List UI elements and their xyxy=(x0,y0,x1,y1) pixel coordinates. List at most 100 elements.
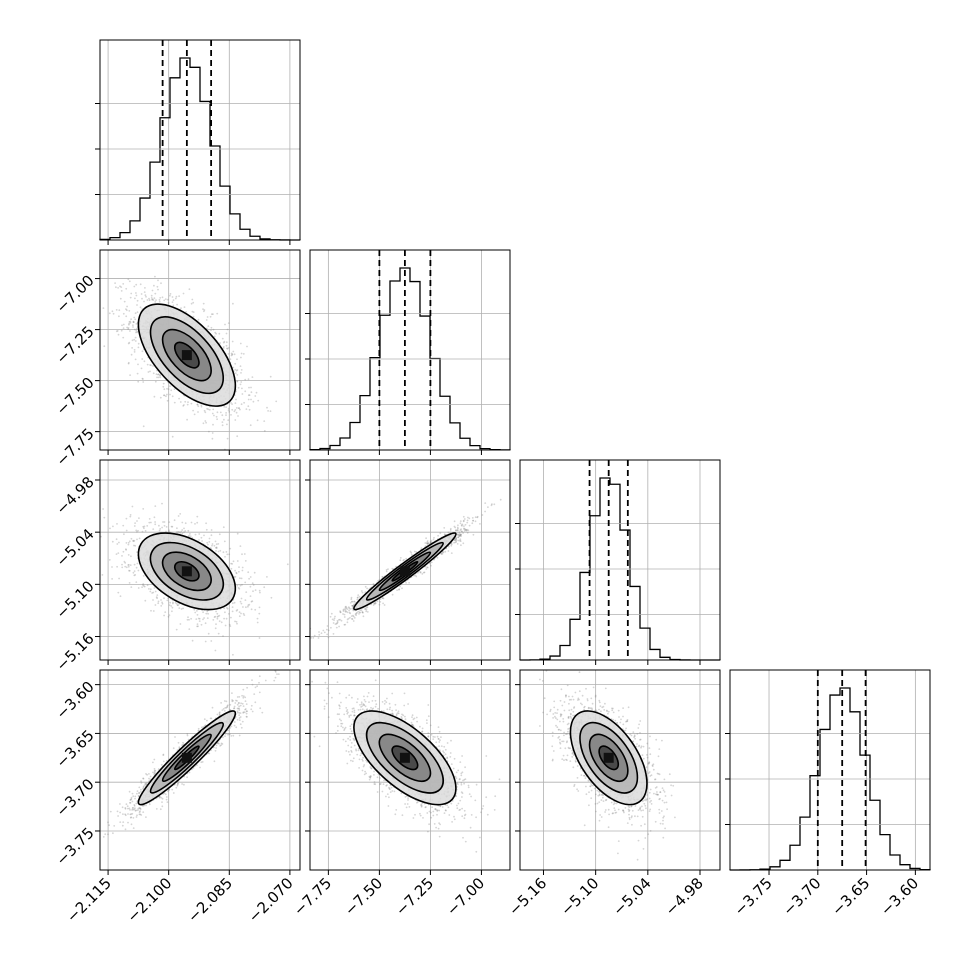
scatter-point xyxy=(135,312,137,314)
scatter-point xyxy=(234,621,236,623)
scatter-point xyxy=(235,402,237,404)
scatter-point xyxy=(140,306,142,308)
scatter-point xyxy=(247,405,249,407)
scatter-point xyxy=(241,369,243,371)
scatter-point xyxy=(143,527,145,529)
scatter-point xyxy=(122,337,124,339)
scatter-point xyxy=(245,591,247,593)
scatter-point xyxy=(365,611,367,613)
scatter-point xyxy=(198,618,200,620)
scatter-point xyxy=(126,542,128,544)
scatter-point xyxy=(174,519,176,521)
scatter-point xyxy=(222,635,224,637)
scatter-point xyxy=(136,328,138,330)
scatter-point xyxy=(238,588,240,590)
scatter-point xyxy=(232,351,234,353)
scatter-point xyxy=(241,598,243,600)
scatter-point xyxy=(427,543,429,545)
scatter-point xyxy=(136,304,138,306)
scatter-point xyxy=(126,518,128,520)
scatter-point xyxy=(190,618,192,620)
scatter-point xyxy=(123,533,125,535)
scatter-point xyxy=(252,590,254,592)
scatter-point xyxy=(226,554,228,556)
scatter-point xyxy=(236,623,238,625)
scatter-point xyxy=(135,337,137,339)
scatter-point xyxy=(230,414,232,416)
scatter-point xyxy=(142,350,144,352)
scatter-point xyxy=(143,585,145,587)
scatter-point xyxy=(287,563,289,565)
scatter-point xyxy=(248,578,250,580)
scatter-point xyxy=(178,607,180,609)
scatter-point xyxy=(155,381,157,383)
scatter-point xyxy=(136,539,138,541)
scatter-point xyxy=(154,293,156,295)
scatter-point xyxy=(213,415,215,417)
scatter-point xyxy=(196,610,198,612)
scatter-point xyxy=(117,552,119,554)
scatter-point xyxy=(216,547,218,549)
scatter-point xyxy=(359,612,361,614)
scatter-point xyxy=(217,411,219,413)
scatter-point xyxy=(118,309,120,311)
scatter-point xyxy=(138,570,140,572)
scatter-point xyxy=(253,401,255,403)
scatter-point xyxy=(192,311,194,313)
scatter-point xyxy=(131,347,133,349)
scatter-point xyxy=(149,518,151,520)
scatter-point xyxy=(367,611,369,613)
scatter-point xyxy=(154,396,156,398)
scatter-point xyxy=(103,517,105,519)
scatter-point xyxy=(263,586,265,588)
scatter-point xyxy=(180,531,182,533)
scatter-point xyxy=(228,613,230,615)
scatter-point xyxy=(203,617,205,619)
scatter-point xyxy=(184,306,186,308)
scatter-point xyxy=(138,343,140,345)
scatter-point xyxy=(180,401,182,403)
scatter-point xyxy=(235,372,237,374)
scatter-point xyxy=(241,603,243,605)
scatter-point xyxy=(128,363,130,365)
scatter-point xyxy=(243,402,245,404)
scatter-point xyxy=(120,286,122,288)
scatter-point xyxy=(223,406,225,408)
scatter-point xyxy=(225,414,227,416)
scatter-point xyxy=(154,521,156,523)
scatter-point xyxy=(172,301,174,303)
scatter-point xyxy=(134,525,136,527)
scatter-point xyxy=(212,438,214,440)
scatter-point xyxy=(213,329,215,331)
scatter-point xyxy=(447,532,449,534)
scatter-point xyxy=(137,364,139,366)
scatter-point xyxy=(242,570,244,572)
scatter-point xyxy=(240,585,242,587)
scatter-point xyxy=(154,276,156,278)
scatter-point xyxy=(248,378,250,380)
panel-2-1 xyxy=(298,460,510,665)
scatter-point xyxy=(354,601,356,603)
scatter-point xyxy=(131,354,133,356)
scatter-point xyxy=(475,516,477,518)
scatter-point xyxy=(392,594,394,596)
scatter-point xyxy=(242,606,244,608)
scatter-point xyxy=(150,522,152,524)
scatter-point xyxy=(130,322,132,324)
scatter-point xyxy=(357,594,359,596)
scatter-point xyxy=(270,376,272,378)
scatter-point xyxy=(351,605,353,607)
scatter-point xyxy=(232,602,234,604)
scatter-point xyxy=(180,307,182,309)
scatter-point xyxy=(121,330,123,332)
scatter-point xyxy=(240,384,242,386)
scatter-point xyxy=(457,524,459,526)
scatter-point xyxy=(230,617,232,619)
scatter-point xyxy=(194,414,196,416)
scatter-point xyxy=(463,528,465,530)
scatter-point xyxy=(326,629,328,631)
scatter-point xyxy=(206,611,208,613)
scatter-point xyxy=(431,562,433,564)
scatter-point xyxy=(132,326,134,328)
scatter-point xyxy=(135,581,137,583)
